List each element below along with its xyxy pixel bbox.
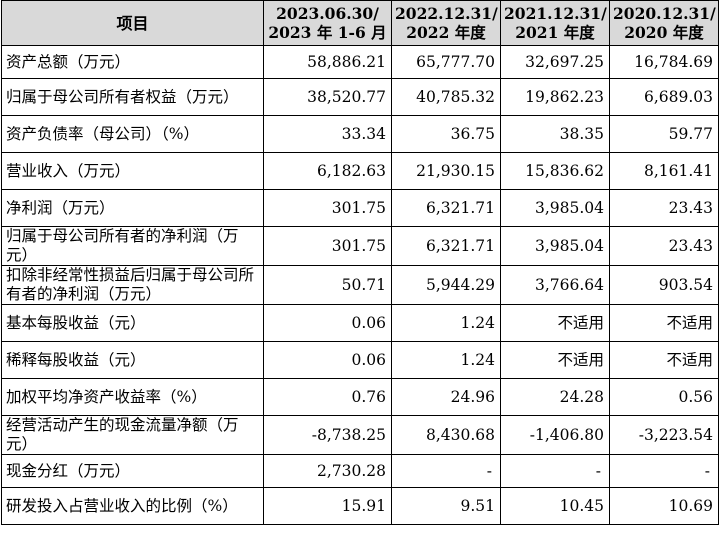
row-value: 不适用	[500, 304, 610, 342]
row-value: 32,697.25	[500, 45, 610, 79]
row-label: 经营活动产生的现金流量净额（万元）	[1, 415, 264, 455]
row-value: 38.35	[500, 115, 610, 153]
row-value: 40,785.32	[391, 78, 501, 116]
row-value: 19,862.23	[500, 78, 610, 116]
row-value: 3,985.04	[500, 226, 610, 266]
row-value: 9.51	[391, 487, 501, 525]
row-label: 基本每股收益（元）	[1, 304, 264, 342]
table-row: 归属于母公司所有者的净利润（万元） 301.75 6,321.71 3,985.…	[1, 226, 719, 266]
row-value: 6,321.71	[391, 189, 501, 227]
row-label: 加权平均净资产收益率（%）	[1, 378, 264, 416]
header-period-2023h1: 2023.06.30/ 2023 年 1-6 月	[263, 0, 392, 46]
row-value: 15.91	[263, 487, 392, 525]
row-value: 21,930.15	[391, 152, 501, 190]
table-row: 归属于母公司所有者权益（万元） 38,520.77 40,785.32 19,8…	[1, 78, 719, 116]
header-period-date: 2020.12.31/	[613, 4, 716, 23]
row-value: 33.34	[263, 115, 392, 153]
row-value: 59.77	[609, 115, 719, 153]
row-value: -	[609, 454, 719, 488]
row-value: 36.75	[391, 115, 501, 153]
row-value: 15,836.62	[500, 152, 610, 190]
row-label: 扣除非经常性损益后归属于母公司所有者的净利润（万元）	[1, 265, 264, 305]
table-row: 营业收入（万元） 6,182.63 21,930.15 15,836.62 8,…	[1, 152, 719, 190]
row-value: 301.75	[263, 189, 392, 227]
row-value: 24.96	[391, 378, 501, 416]
table-row: 经营活动产生的现金流量净额（万元） -8,738.25 8,430.68 -1,…	[1, 415, 719, 455]
row-label: 研发投入占营业收入的比例（%）	[1, 487, 264, 525]
row-value: 不适用	[609, 304, 719, 342]
row-value: 2,730.28	[263, 454, 392, 488]
table-row: 加权平均净资产收益率（%） 0.76 24.96 24.28 0.56	[1, 378, 719, 416]
row-value: 1.24	[391, 304, 501, 342]
header-period-year: 2022 年度	[406, 23, 486, 42]
table-row: 基本每股收益（元） 0.06 1.24 不适用 不适用	[1, 304, 719, 342]
row-value: 58,886.21	[263, 45, 392, 79]
row-value: -8,738.25	[263, 415, 392, 455]
row-label: 净利润（万元）	[1, 189, 264, 227]
row-value: 1.24	[391, 341, 501, 379]
table-header-row: 项目 2023.06.30/ 2023 年 1-6 月 2022.12.31/ …	[1, 0, 719, 46]
row-value: 6,321.71	[391, 226, 501, 266]
header-period-date: 2021.12.31/	[504, 4, 607, 23]
row-value: 不适用	[609, 341, 719, 379]
table-row: 资产负债率（母公司）（%） 33.34 36.75 38.35 59.77	[1, 115, 719, 153]
row-value: 903.54	[609, 265, 719, 305]
row-value: 8,430.68	[391, 415, 501, 455]
row-label: 资产负债率（母公司）（%）	[1, 115, 264, 153]
row-value: 6,182.63	[263, 152, 392, 190]
row-label: 资产总额（万元）	[1, 45, 264, 79]
header-period-2020: 2020.12.31/ 2020 年度	[609, 0, 719, 46]
table-row: 研发投入占营业收入的比例（%） 15.91 9.51 10.45 10.69	[1, 487, 719, 525]
row-value: 23.43	[609, 226, 719, 266]
row-value: 0.06	[263, 341, 392, 379]
row-value: 0.56	[609, 378, 719, 416]
row-label: 归属于母公司所有者权益（万元）	[1, 78, 264, 116]
header-period-date: 2022.12.31/	[395, 4, 498, 23]
row-label: 现金分红（万元）	[1, 454, 264, 488]
row-value: 0.06	[263, 304, 392, 342]
row-value: -	[391, 454, 501, 488]
row-value: 10.69	[609, 487, 719, 525]
header-period-year: 2020 年度	[624, 23, 704, 42]
header-period-year: 2023 年 1-6 月	[268, 23, 387, 42]
row-value: -	[500, 454, 610, 488]
row-value: 301.75	[263, 226, 392, 266]
table-row: 现金分红（万元） 2,730.28 - - -	[1, 454, 719, 488]
header-period-year: 2021 年度	[515, 23, 595, 42]
row-value: -1,406.80	[500, 415, 610, 455]
row-value: 6,689.03	[609, 78, 719, 116]
header-period-2021: 2021.12.31/ 2021 年度	[500, 0, 610, 46]
row-value: 8,161.41	[609, 152, 719, 190]
table-row: 稀释每股收益（元） 0.06 1.24 不适用 不适用	[1, 341, 719, 379]
row-value: 24.28	[500, 378, 610, 416]
row-label: 营业收入（万元）	[1, 152, 264, 190]
table-row: 资产总额（万元） 58,886.21 65,777.70 32,697.25 1…	[1, 45, 719, 79]
financial-data-table: 项目 2023.06.30/ 2023 年 1-6 月 2022.12.31/ …	[1, 0, 719, 525]
row-value: 65,777.70	[391, 45, 501, 79]
header-period-2022: 2022.12.31/ 2022 年度	[391, 0, 501, 46]
row-value: 0.76	[263, 378, 392, 416]
row-value: -3,223.54	[609, 415, 719, 455]
row-value: 5,944.29	[391, 265, 501, 305]
row-value: 不适用	[500, 341, 610, 379]
table-row: 净利润（万元） 301.75 6,321.71 3,985.04 23.43	[1, 189, 719, 227]
row-value: 3,766.64	[500, 265, 610, 305]
row-value: 50.71	[263, 265, 392, 305]
table-row: 扣除非经常性损益后归属于母公司所有者的净利润（万元） 50.71 5,944.2…	[1, 265, 719, 305]
header-period-date: 2023.06.30/	[276, 4, 379, 23]
row-value: 23.43	[609, 189, 719, 227]
row-value: 3,985.04	[500, 189, 610, 227]
row-value: 16,784.69	[609, 45, 719, 79]
row-label: 稀释每股收益（元）	[1, 341, 264, 379]
header-item-label: 项目	[1, 0, 264, 46]
row-value: 38,520.77	[263, 78, 392, 116]
row-label: 归属于母公司所有者的净利润（万元）	[1, 226, 264, 266]
row-value: 10.45	[500, 487, 610, 525]
